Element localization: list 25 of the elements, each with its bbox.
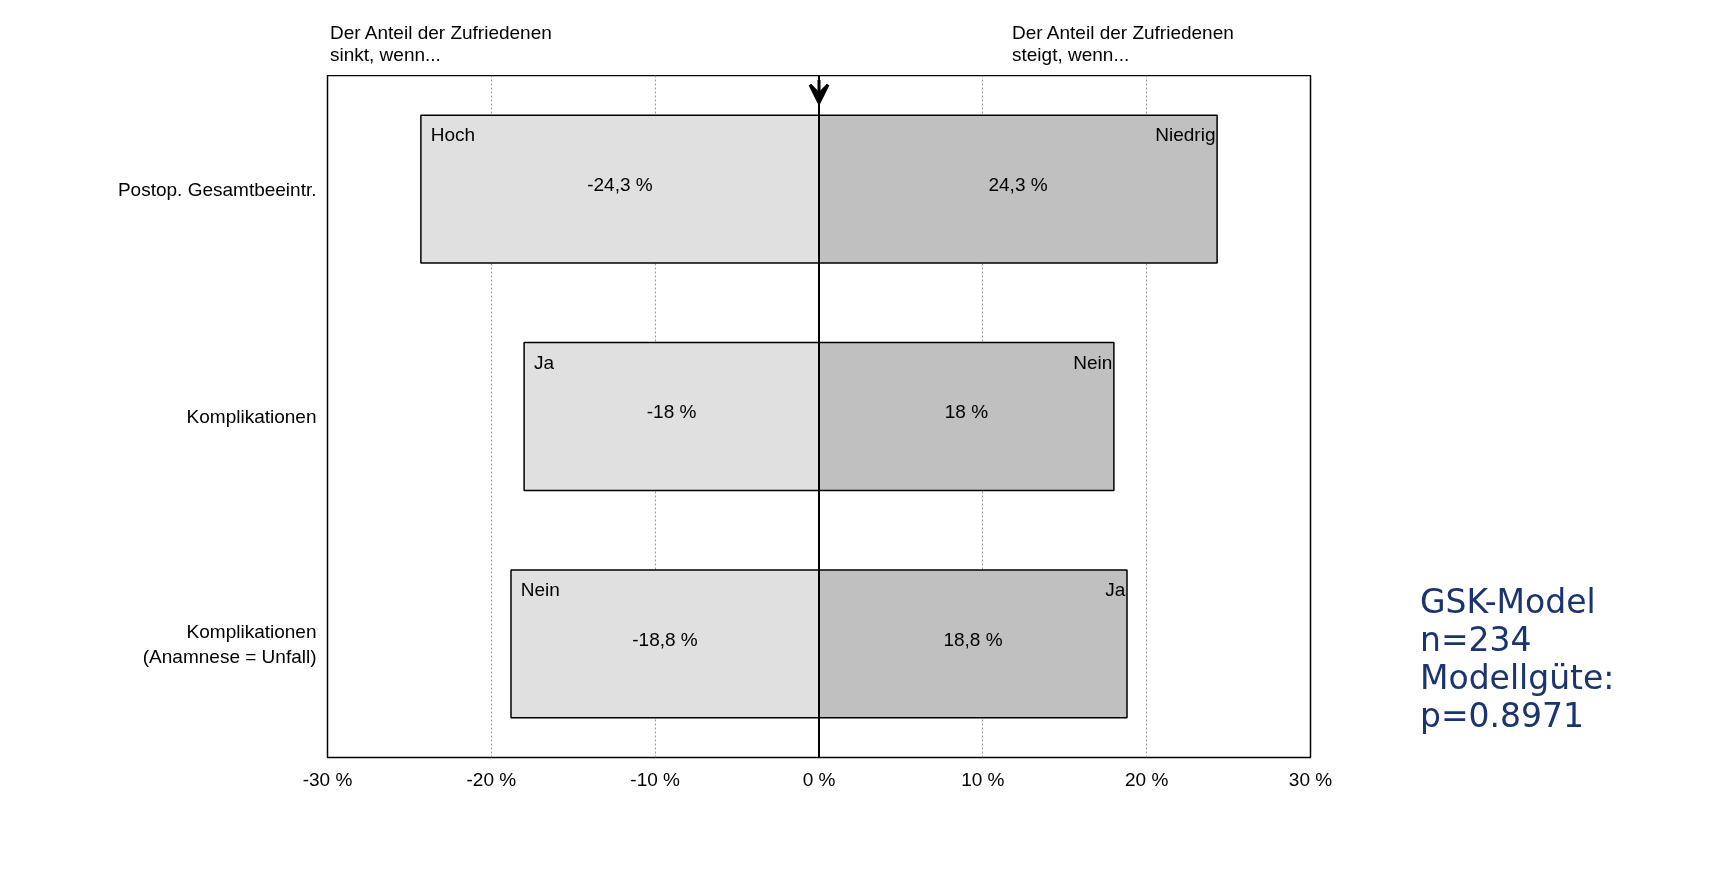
x-tick-label: 30 %	[1288, 768, 1333, 790]
data-label: -24,3 %	[587, 174, 653, 196]
data-label: -18,8 %	[632, 628, 698, 650]
y-tick-label: Komplikationen	[186, 406, 317, 427]
x-tick-label: -20 %	[466, 768, 517, 790]
text: Der Anteil der Zufriedenen sinkt, wenn...	[330, 22, 552, 66]
x-tick-label: -30 %	[302, 768, 353, 790]
y-tick-label: Komplikationen (Anamnese = Unfall)	[142, 620, 317, 667]
annotation: Hoch	[430, 124, 476, 146]
annotation: Nein	[520, 579, 560, 601]
x-tick-label: 20 %	[1125, 768, 1169, 790]
y-tick-label: Postop. Gesamtbeeintr.	[117, 178, 317, 200]
data-label: 24,3 %	[988, 174, 1048, 196]
text: GSK-Model n=234 Modellgüte: p=0.8971	[1420, 582, 1615, 735]
data-label: 18,8 %	[943, 628, 1003, 650]
data-label: -18 %	[646, 401, 697, 423]
x-tick-label: 10 %	[961, 768, 1005, 790]
x-tick-label: -10 %	[630, 768, 681, 790]
annotation: Ja	[1105, 579, 1126, 601]
annotation: Niedrig	[1155, 124, 1216, 146]
x-tick-label: 0 %	[802, 768, 836, 790]
data-label: 18 %	[944, 401, 989, 423]
annotation: Ja	[533, 351, 555, 373]
annotation: Nein	[1073, 351, 1113, 373]
text: Der Anteil der Zufriedenen steigt, wenn...	[1012, 22, 1234, 66]
